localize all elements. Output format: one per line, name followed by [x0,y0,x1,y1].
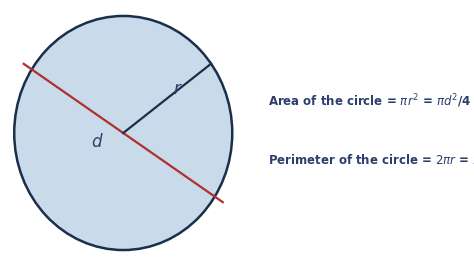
Text: $r$: $r$ [173,80,182,98]
Ellipse shape [14,16,232,250]
Text: Perimeter of the circle = $2\pi r$ = $\pi d$: Perimeter of the circle = $2\pi r$ = $\p… [268,153,474,167]
Text: Area of the circle = $\pi r^2$ = $\pi d^2$/4: Area of the circle = $\pi r^2$ = $\pi d^… [268,92,471,110]
Text: $d$: $d$ [91,133,103,151]
